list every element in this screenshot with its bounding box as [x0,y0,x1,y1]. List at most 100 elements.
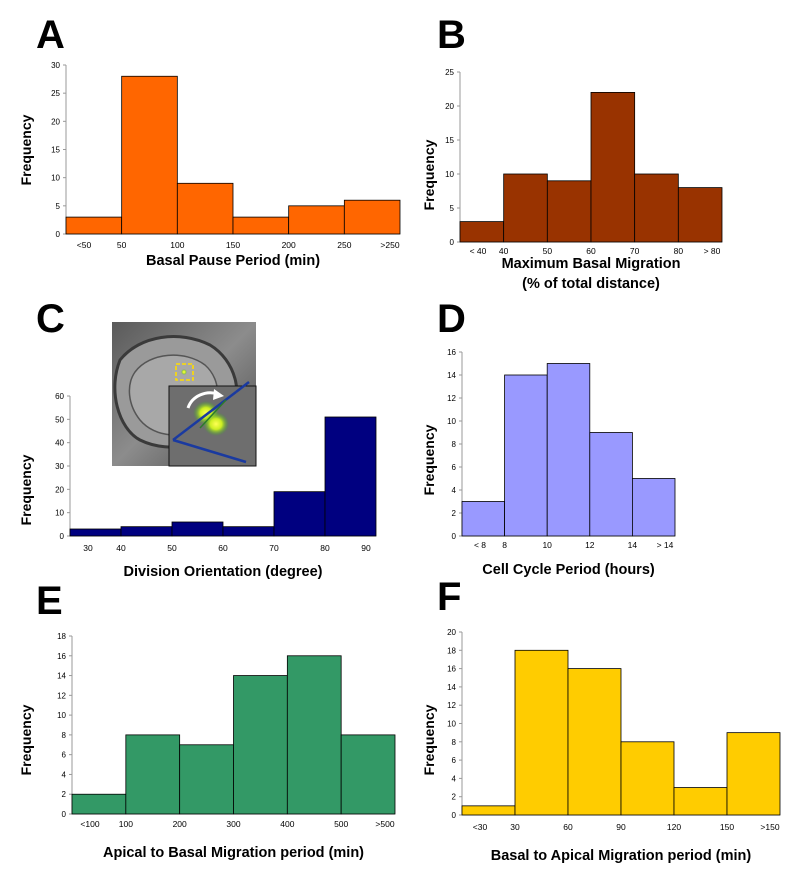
x-tick-label: 400 [280,819,294,829]
panel-e: 0 2 4 6 8 10 12 14 16 18 <100 100 200 300 400 500 >500 E F… [18,579,396,861]
x-tick-label: 150 [226,240,240,250]
bar-c-6 [324,416,377,537]
bar-d-5 [632,478,676,537]
x-tick-label: 90 [616,822,626,832]
x-tick-label: 200 [173,819,187,829]
x-tick-label: < 8 [474,540,486,550]
y-tick-label: 10 [55,509,64,518]
y-tick-label: 4 [452,486,457,495]
bar-e-2 [125,734,181,815]
x-tick-label: 30 [83,543,93,553]
y-tick-label: 25 [51,89,60,98]
bar-d-4 [589,432,633,537]
bar-a-6 [343,199,401,235]
x-tick-label: 50 [117,240,127,250]
y-tick-label: 10 [445,170,454,179]
y-tick-label: 18 [57,632,66,641]
y-tick-label: 0 [450,238,455,247]
y-tick-label: 16 [447,348,456,357]
y-axis-label-b: Frequency [421,139,437,210]
y-tick-label: 20 [55,485,64,494]
y-tick-label: 14 [57,672,66,681]
bar-f-3 [567,668,622,816]
y-tick-label: 2 [452,793,457,802]
y-tick-label: 12 [57,691,66,700]
y-tick-label: 4 [62,770,67,779]
bar-a-1 [65,216,123,235]
y-tick-label: 0 [452,811,457,820]
y-tick-label: 25 [445,68,454,77]
y-tick-label: 0 [60,532,65,541]
y-tick-label: 12 [447,701,456,710]
x-tick-label: 80 [674,246,684,256]
x-tick-label: 50 [167,543,177,553]
x-tick-label: 60 [586,246,596,256]
panel-letter-e: E [36,579,63,623]
bar-d-1 [461,501,505,537]
y-tick-label: 8 [452,440,457,449]
bar-f-2 [514,649,569,816]
x-tick-label: >150 [760,822,779,832]
y-tick-label: 2 [62,790,67,799]
bar-b-6 [677,187,723,243]
x-tick-label: <30 [473,822,488,832]
bar-e-5 [286,655,342,815]
y-tick-label: 0 [452,532,457,541]
panel-letter-a: A [36,13,65,57]
panel-letter-b: B [437,13,466,57]
bar-e-3 [179,744,234,815]
bar-e-1 [71,793,127,815]
y-tick-label: 16 [447,665,456,674]
bar-f-1 [461,805,516,816]
x-tick-label: 100 [170,240,184,250]
y-tick-label: 15 [51,146,60,155]
bar-f-6 [726,732,781,816]
bar-a-3 [176,182,234,235]
bar-d-3 [546,363,591,537]
bar-c-4 [222,526,275,537]
bar-c-1 [69,528,122,537]
x-tick-label: 250 [337,240,351,250]
y-tick-label: 20 [51,117,60,126]
bar-b-1 [459,221,505,243]
y-tick-label: 12 [447,394,456,403]
y-tick-label: 30 [55,462,64,471]
bar-b-4 [590,92,636,243]
y-tick-label: 20 [445,102,454,111]
x-axis-label-f: Basal to Apical Migration period (min) [491,848,752,864]
y-tick-label: 30 [51,61,60,70]
y-tick-label: 6 [452,756,457,765]
y-axis-label-a: Frequency [18,114,34,185]
x-tick-label: 120 [667,822,681,832]
x-axis-label-e: Apical to Basal Migration period (min) [103,845,364,861]
y-tick-label: 5 [450,204,455,213]
y-tick-label: 10 [57,711,66,720]
y-tick-label: 10 [51,174,60,183]
x-tick-label: 70 [630,246,640,256]
y-tick-label: 16 [57,652,66,661]
x-tick-label: < 40 [470,246,487,256]
x-tick-label: 300 [226,819,240,829]
panel-b: 0 5 10 15 20 25 < 40 40 50 60 70 80 > 80 B Frequency Ma… [421,13,723,292]
x-tick-label: 150 [720,822,734,832]
bar-c-3 [171,521,224,537]
y-tick-label: 5 [56,202,61,211]
x-tick-label: 30 [510,822,520,832]
x-tick-label: <50 [77,240,92,250]
panel-a: 0 5 10 15 20 25 30 <50 50 100 150 200 250 >250 A Freque… [18,13,401,269]
x-tick-label: 60 [218,543,228,553]
panel-f: 0 2 4 6 8 10 12 14 16 18 20 <30 30 60 90 120 150 >150 F Fre… [421,575,781,864]
y-tick-label: 18 [447,646,456,655]
y-tick-label: 14 [447,371,456,380]
y-tick-label: 8 [62,731,67,740]
y-tick-label: 20 [447,628,456,637]
x-tick-label: 500 [334,819,348,829]
y-tick-label: 15 [445,136,454,145]
x-tick-label: 10 [542,540,552,550]
panel-c: 0 10 20 30 40 50 60 30 40 50 60 70 80 90 C Frequency Div… [18,297,377,580]
y-tick-label: 60 [55,392,64,401]
x-tick-label: 8 [502,540,507,550]
y-tick-label: 2 [452,509,457,518]
y-tick-label: 6 [62,751,67,760]
